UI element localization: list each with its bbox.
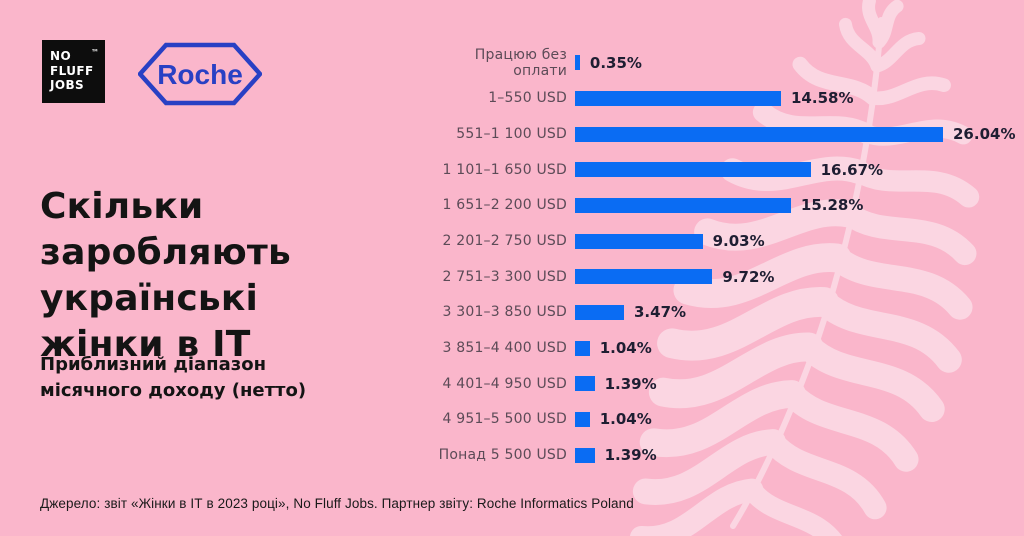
bar [575,447,595,463]
bar [575,162,811,178]
nfj-logo-line: JOBS [50,78,85,92]
roche-wordmark: Roche [157,59,243,90]
bar-row: 551–1 100 USD 26.04% [420,116,1024,152]
bar-label: 1 101–1 650 USD [442,161,567,178]
bar-label: 2 201–2 750 USD [442,233,567,250]
bar-label: 1 651–2 200 USD [442,197,567,214]
bar [575,376,595,392]
bar-row: 2 201–2 750 USD 9.03% [420,223,1024,259]
bar-value: 14.58% [791,89,854,108]
bar [575,126,943,142]
no-fluff-jobs-logo: NO FLUFF JOBS ™ [42,40,105,103]
bar [575,55,580,71]
bar-value: 1.39% [604,446,657,465]
bar [575,197,791,213]
bar-row: 1 101–1 650 USD 16.67% [420,152,1024,188]
bar-label: Працюю без оплати [474,46,567,79]
bar-label: 2 751–3 300 USD [442,268,567,285]
bar-label: 4 401–4 950 USD [442,375,567,392]
page-title: Скільки заробляють українські жінки в IT [40,184,400,368]
bar [575,304,624,320]
title-line: українські [40,278,259,320]
bar-value: 15.28% [800,196,864,215]
bar-chart: Працюю без оплати 0.35% 1–550 USD 14.58% 551… [420,45,1024,473]
bar-value: 16.67% [820,160,884,179]
bar-value: 1.39% [604,374,657,393]
bar-row: 1 651–2 200 USD 15.28% [420,188,1024,224]
bar-label: 1–550 USD [488,90,567,107]
bar-label: 3 851–4 400 USD [442,340,567,357]
trademark-symbol: ™ [91,48,99,57]
bar-row: 3 301–3 850 USD 3.47% [420,295,1024,331]
bar-row: 3 851–4 400 USD 1.04% [420,330,1024,366]
page-subtitle: Приблизний діапазон місячного доходу (не… [40,352,360,404]
nfj-logo-line: FLUFF [50,63,94,78]
bar-label: Понад 5 500 USD [438,447,567,464]
bar [575,269,713,285]
bar-value: 0.35% [589,53,642,72]
bar-row: 4 951–5 500 USD 1.04% [420,402,1024,438]
bar [575,411,590,427]
bar-value: 9.72% [722,267,775,286]
nfj-logo-line: NO [50,49,72,63]
bar-value: 1.04% [599,410,652,429]
source-note: Джерело: звіт «Жінки в ІТ в 2023 році», … [40,496,634,511]
roche-logo: Roche [136,42,264,106]
bar-row: 2 751–3 300 USD 9.72% [420,259,1024,295]
bar [575,233,703,249]
subtitle-line: Приблизний діапазон [40,354,267,375]
title-line: заробляють [40,232,291,274]
bar [575,340,590,356]
bar-label: 551–1 100 USD [456,126,567,143]
bar-row: Понад 5 500 USD 1.39% [420,437,1024,473]
bar-row: 4 401–4 950 USD 1.39% [420,366,1024,402]
bar-value: 3.47% [634,303,687,322]
subtitle-line: місячного доходу (нетто) [40,380,307,401]
bar-value: 1.04% [599,339,652,358]
bar-value: 9.03% [712,232,765,251]
bar-label: 4 951–5 500 USD [442,411,567,428]
bar-value: 26.04% [953,125,1016,144]
title-line: жінки в IT [40,324,251,366]
title-line: Скільки [40,186,204,228]
bar [575,90,781,106]
bar-label: 3 301–3 850 USD [442,304,567,321]
bar-row: Працюю без оплати 0.35% [420,45,1024,81]
roche-hexagon-outline [136,42,264,106]
roche-hexagon-icon: Roche [136,42,264,106]
bar-row: 1–550 USD 14.58% [420,81,1024,117]
